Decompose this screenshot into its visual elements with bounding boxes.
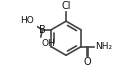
Text: HO: HO xyxy=(20,16,34,25)
Text: Cl: Cl xyxy=(61,1,71,11)
Text: NH₂: NH₂ xyxy=(95,42,112,51)
Text: O: O xyxy=(84,57,91,67)
Text: B: B xyxy=(39,25,46,35)
Text: OH: OH xyxy=(41,39,55,48)
